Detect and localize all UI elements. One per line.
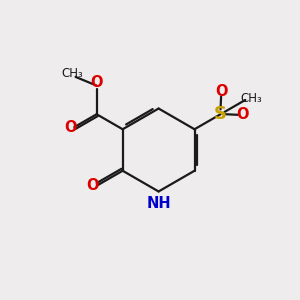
Text: O: O	[86, 178, 99, 193]
Text: CH₃: CH₃	[62, 67, 84, 80]
Text: S: S	[214, 105, 227, 123]
Text: CH₃: CH₃	[241, 92, 262, 105]
Text: O: O	[215, 84, 227, 99]
Text: NH: NH	[146, 196, 171, 211]
Text: O: O	[90, 75, 103, 90]
Text: O: O	[64, 120, 76, 135]
Text: O: O	[237, 107, 249, 122]
